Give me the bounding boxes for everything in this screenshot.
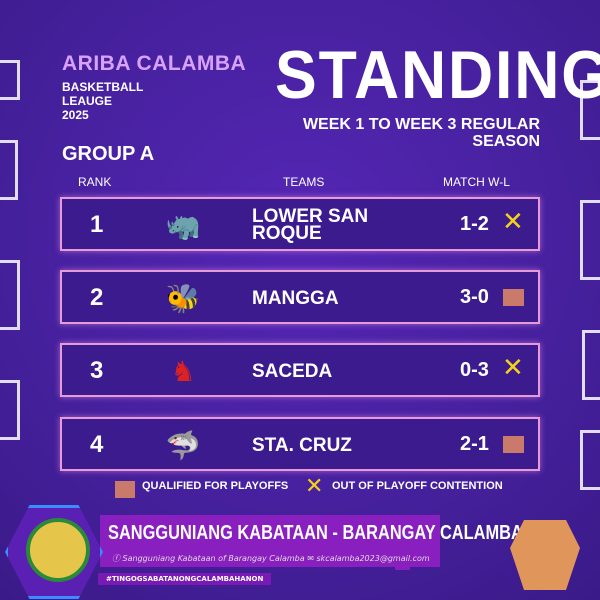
banner-stripe [395, 520, 410, 570]
court-line [0, 380, 20, 440]
court-line [0, 260, 20, 330]
out-x-icon: ✕ [502, 207, 524, 237]
win-loss: 0-3 [460, 359, 489, 381]
qualified-square-icon [503, 436, 524, 453]
out-x-icon: ✕ [502, 353, 524, 383]
team-name: LOWER SAN ROQUE [252, 206, 369, 244]
court-line [0, 60, 20, 100]
court-line [0, 140, 18, 200]
court-line [580, 80, 600, 140]
table-row: 3 ♞ SACEDA 0-3 ✕ [60, 343, 540, 397]
email: skcalamba2023@gmail.com [316, 554, 430, 563]
teams-header: TEAMS [283, 175, 325, 189]
table-row: 2 🐝 MANGGA 3-0 [60, 270, 540, 324]
team-name: MANGGA [252, 287, 339, 309]
table-row: 4 🦈 STA. CRUZ 2-1 [60, 417, 540, 471]
hornet-icon: 🐝 [165, 281, 201, 315]
subtitle-line: SEASON [472, 133, 540, 150]
rank: 3 [90, 357, 104, 384]
rank: 4 [90, 431, 104, 458]
court-line [580, 430, 600, 490]
court-line [580, 200, 600, 280]
brand-title: ARIBA CALAMBA [62, 52, 247, 75]
subtitle: WEEK 1 TO WEEK 3 REGULAR SEASON [303, 116, 540, 150]
hashtag: #TINGOGSABATANONGCALAMBAHANON [98, 573, 272, 585]
legend-out: OUT OF PLAYOFF CONTENTION [332, 480, 503, 492]
facebook-page: Sangguniang Kabataan of Barangay Calamba [122, 554, 305, 563]
sk-calamba-seal [26, 518, 90, 582]
contact-info: ⓕ Sangguniang Kabataan of Barangay Calam… [112, 553, 430, 564]
qualified-legend-icon [115, 481, 135, 498]
win-loss: 2-1 [460, 433, 489, 455]
table-row: 1 🦏 LOWER SAN ROQUE 1-2 ✕ [60, 197, 540, 251]
org-name: SANGGUNIANG KABATAAN - BARANGAY CALAMBA [108, 522, 523, 544]
rank: 2 [90, 284, 104, 311]
win-loss: 3-0 [460, 286, 489, 308]
mail-icon: ✉ [307, 554, 317, 563]
team-name: SACEDA [252, 360, 333, 382]
court-line [582, 330, 600, 400]
footer-banner [100, 515, 440, 567]
league-name: BASKETBALL LEAUGE 2025 [62, 80, 144, 122]
legend-qualified: QUALIFIED FOR PLAYOFFS [142, 480, 289, 492]
match-header: MATCH W-L [443, 175, 510, 189]
horse-icon: ♞ [170, 354, 196, 388]
ariba-calamba-emblem [510, 520, 580, 590]
subtitle-line: WEEK 1 TO WEEK 3 REGULAR [302, 116, 540, 133]
win-loss: 1-2 [460, 213, 489, 235]
rank-header: RANK [78, 175, 112, 189]
out-legend-icon: ✕ [305, 474, 324, 499]
page-title: STANDING [275, 37, 600, 113]
team-name: STA. CRUZ [252, 434, 352, 456]
shark-icon: 🦈 [165, 428, 201, 462]
rank: 1 [90, 211, 104, 238]
rhino-icon: 🦏 [165, 208, 201, 242]
facebook-icon: ⓕ [112, 554, 123, 563]
group-label: GROUP A [62, 143, 155, 165]
qualified-square-icon [503, 289, 524, 306]
